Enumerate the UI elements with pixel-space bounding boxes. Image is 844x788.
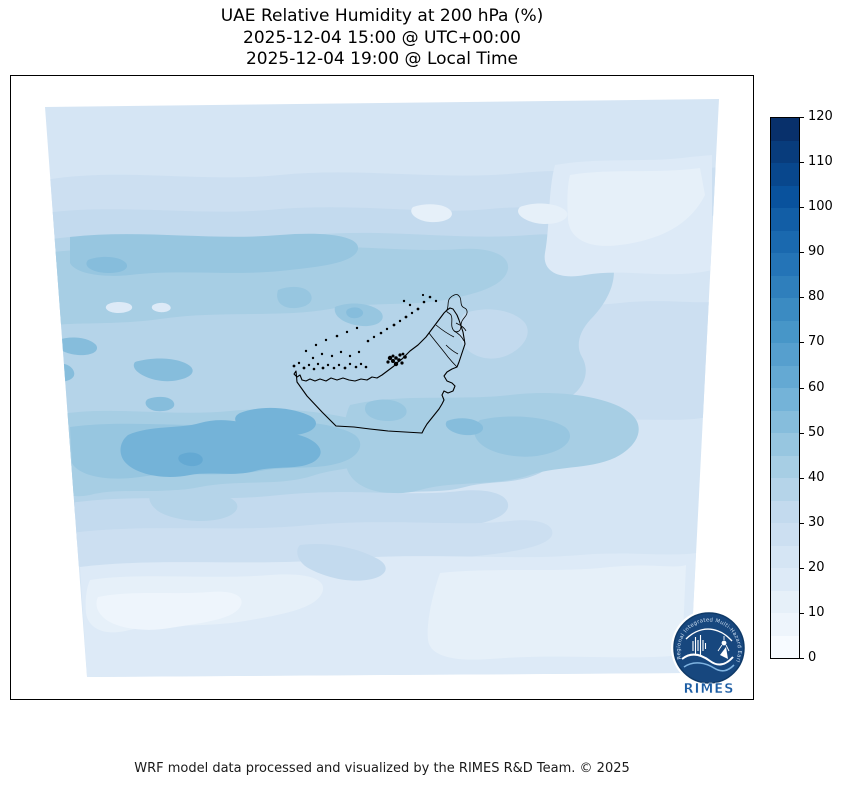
colorbar-segment [771, 635, 799, 658]
rimes-logo-label: RIMES [683, 682, 734, 697]
colorbar-tick-mark [800, 568, 804, 569]
colorbar-tick-mark [800, 388, 804, 389]
humidity-contour-map [10, 75, 754, 700]
colorbar-segment [771, 140, 799, 163]
colorbar-segment [771, 478, 799, 501]
colorbar-tick-mark [800, 658, 804, 659]
contour-field [45, 99, 719, 677]
colorbar-segment [771, 185, 799, 208]
urban-cluster [386, 352, 407, 367]
colorbar-segment [771, 410, 799, 433]
colorbar-segment [771, 163, 799, 186]
colorbar-tick-label: 30 [808, 515, 825, 530]
colorbar-tick-label: 20 [808, 560, 825, 575]
colorbar-segment [771, 320, 799, 343]
colorbar-segment [771, 118, 799, 141]
colorbar-tick-mark [800, 433, 804, 434]
colorbar-tick-label: 0 [808, 650, 817, 665]
colorbar-segment [771, 433, 799, 456]
rimes-logo: Regional Integrated Multi-Hazard Early W… [666, 607, 747, 697]
colorbar-tick-label: 70 [808, 334, 825, 349]
colorbar-segment [771, 613, 799, 636]
colorbar-tick-label: 120 [808, 109, 833, 124]
title-local-time: 2025-12-04 19:00 @ Local Time [245, 49, 519, 69]
colorbar-segment [771, 208, 799, 231]
logo-art [681, 628, 735, 672]
island-markers [292, 293, 438, 371]
colorbar-segment [771, 298, 799, 321]
colorbar-tick-label: 110 [808, 154, 833, 169]
colorbar: 0 10 20 30 40 50 60 70 80 90 100 110 120 [770, 109, 844, 665]
figure-title-block: UAE Relative Humidity at 200 hPa (%) 202… [10, 6, 754, 71]
colorbar-tick-labels: 0 10 20 30 40 50 60 70 80 90 100 110 120 [800, 109, 844, 665]
colorbar-gradient [770, 117, 800, 659]
colorbar-segment [771, 590, 799, 613]
colorbar-tick-mark [800, 117, 804, 118]
colorbar-segment [771, 343, 799, 366]
colorbar-segment [771, 500, 799, 523]
colorbar-tick-mark [800, 207, 804, 208]
colorbar-segment [771, 275, 799, 298]
title-utc-time: 2025-12-04 15:00 @ UTC+00:00 [243, 27, 521, 48]
colorbar-tick-label: 100 [808, 199, 833, 214]
colorbar-tick-mark [800, 342, 804, 343]
footer-credit: WRF model data processed and visualized … [134, 761, 630, 776]
colorbar-segment [771, 523, 799, 546]
colorbar-tick-label: 80 [808, 289, 825, 304]
colorbar-tick-mark [800, 523, 804, 524]
colorbar-tick-mark [800, 478, 804, 479]
colorbar-segment [771, 455, 799, 478]
colorbar-segment [771, 388, 799, 411]
colorbar-segment [771, 545, 799, 568]
colorbar-segment [771, 365, 799, 388]
logo-disc [673, 612, 745, 684]
colorbar-tick-label: 50 [808, 425, 825, 440]
colorbar-segment [771, 568, 799, 591]
colorbar-tick-mark [800, 252, 804, 253]
colorbar-tick-label: 90 [808, 244, 825, 259]
colorbar-tick-label: 60 [808, 380, 825, 395]
colorbar-tick-mark [800, 162, 804, 163]
colorbar-segment [771, 253, 799, 276]
uae-boundary [292, 293, 468, 434]
colorbar-tick-label: 10 [808, 605, 825, 620]
colorbar-tick-mark [800, 297, 804, 298]
colorbar-tick-label: 40 [808, 470, 825, 485]
colorbar-segment [771, 230, 799, 253]
page-title: UAE Relative Humidity at 200 hPa (%) [220, 6, 544, 26]
colorbar-tick-mark [800, 613, 804, 614]
